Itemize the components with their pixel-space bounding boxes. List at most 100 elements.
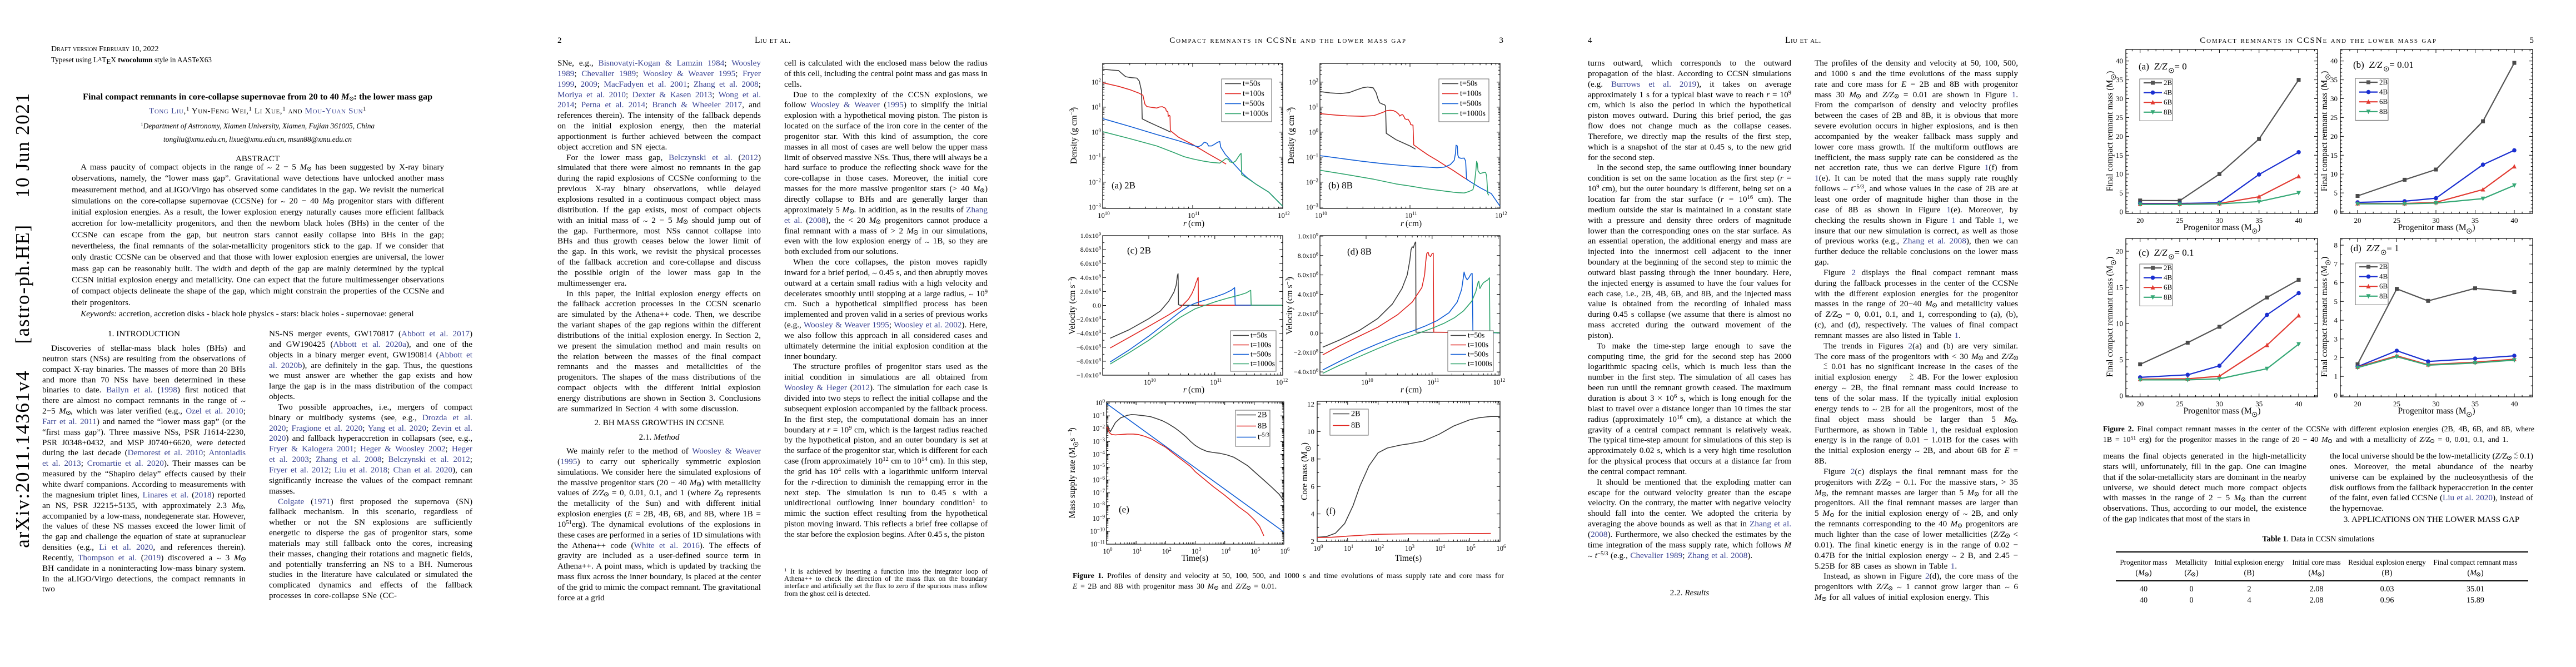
svg-text:10−3: 10−3: [1306, 202, 1319, 211]
svg-text:20: 20: [2354, 216, 2361, 225]
svg-text:8B: 8B: [2379, 292, 2388, 300]
svg-text:t=1000s: t=1000s: [1243, 109, 1268, 118]
svg-text:−2.0x108: −2.0x108: [1077, 315, 1101, 323]
svg-text:−1: −1: [1284, 278, 1291, 285]
svg-text:Progenitor mass (M: Progenitor mass (M: [2398, 223, 2467, 232]
svg-text:10−11: 10−11: [1090, 540, 1105, 549]
svg-text:100: 100: [1092, 127, 1102, 136]
svg-text:Z/Z: Z/Z: [2369, 59, 2383, 70]
svg-text:t=100s: t=100s: [1243, 89, 1264, 98]
svg-text:Z/Z: Z/Z: [2154, 247, 2168, 258]
svg-text:35: 35: [2255, 216, 2263, 225]
svg-text:20: 20: [2136, 400, 2144, 408]
svg-text:= 0: = 0: [2174, 61, 2186, 72]
svg-text:1012: 1012: [1278, 211, 1290, 220]
svg-text:106: 106: [1497, 544, 1507, 552]
svg-text:6.0x108: 6.0x108: [1080, 259, 1101, 268]
svg-text:r: r: [1183, 219, 1187, 228]
svg-text:Z/Z: Z/Z: [2154, 61, 2168, 72]
svg-text:(b) 8B: (b) 8B: [1328, 180, 1353, 191]
svg-text:103: 103: [1405, 544, 1415, 552]
svg-text:Velocity (cm s: Velocity (cm s: [1285, 285, 1294, 335]
svg-text:10−3: 10−3: [1093, 437, 1105, 446]
svg-text:0: 0: [2120, 208, 2124, 216]
svg-text:8: 8: [1311, 455, 1315, 463]
svg-text:10−7: 10−7: [1093, 488, 1105, 497]
svg-text:4.0x108: 4.0x108: [1298, 290, 1318, 298]
svg-text:= 0.1: = 0.1: [2174, 247, 2194, 258]
svg-text:Progenitor mass (M: Progenitor mass (M: [2184, 406, 2252, 416]
svg-text:101: 101: [1133, 546, 1142, 555]
svg-text:10−2: 10−2: [1093, 424, 1105, 433]
svg-text:2B: 2B: [2164, 78, 2173, 87]
svg-text:2B: 2B: [2164, 263, 2173, 272]
svg-text:20: 20: [2136, 216, 2144, 225]
svg-text:2.0x108: 2.0x108: [1080, 287, 1101, 296]
svg-text:1: 1: [2334, 372, 2338, 381]
svg-text:4B: 4B: [2164, 273, 2173, 282]
svg-text:−8.0x108: −8.0x108: [1077, 356, 1101, 365]
svg-text:−1: −1: [1067, 429, 1074, 436]
svg-text:10: 10: [2116, 320, 2123, 328]
svg-text:(c): (c): [2139, 247, 2149, 258]
svg-text:1011: 1011: [1427, 377, 1439, 386]
svg-text:100: 100: [1314, 544, 1324, 552]
svg-text:35: 35: [2116, 76, 2123, 84]
svg-text:40: 40: [2511, 400, 2518, 408]
svg-text:25: 25: [2330, 113, 2338, 122]
svg-text:20: 20: [2116, 247, 2123, 256]
svg-text:1010: 1010: [1098, 211, 1110, 220]
svg-text:1.0x109: 1.0x109: [1080, 231, 1101, 240]
svg-text:104: 104: [1436, 544, 1446, 552]
svg-text:10−8: 10−8: [1093, 501, 1105, 510]
svg-text:40: 40: [2330, 57, 2338, 65]
svg-text:−4.0x108: −4.0x108: [1294, 367, 1318, 376]
svg-text:1011: 1011: [1188, 211, 1199, 220]
svg-text:20: 20: [2330, 132, 2338, 141]
svg-text:0.0: 0.0: [1310, 329, 1318, 337]
svg-text:6B: 6B: [2164, 98, 2173, 106]
svg-text:Final compact remnant mass (M: Final compact remnant mass (M: [2105, 79, 2115, 191]
svg-text:35: 35: [2255, 400, 2263, 408]
svg-text:): ): [1068, 427, 1077, 430]
svg-text:Core mass (M: Core mass (M: [1300, 451, 1309, 500]
svg-text:Final compact remnant mass (M: Final compact remnant mass (M: [2320, 79, 2329, 191]
svg-text:(d): (d): [2350, 243, 2361, 253]
svg-text:t=1000s: t=1000s: [1460, 109, 1486, 118]
svg-text:−1: −1: [1067, 278, 1074, 285]
svg-text:6: 6: [1311, 482, 1315, 491]
svg-text:): ): [1285, 277, 1294, 280]
svg-text:Time(s): Time(s): [1182, 554, 1209, 563]
svg-text:t=50s: t=50s: [1460, 79, 1478, 88]
svg-text:t=1000s: t=1000s: [1250, 360, 1275, 368]
svg-text:25: 25: [2116, 113, 2123, 122]
svg-text:): ): [2472, 406, 2475, 416]
svg-text:(c) 2B: (c) 2B: [1127, 245, 1151, 256]
svg-text:t=50s: t=50s: [1468, 331, 1484, 340]
svg-text:5: 5: [2120, 356, 2124, 364]
svg-text:r: r: [1401, 385, 1404, 395]
svg-text:Mass supply rate (M: Mass supply rate (M: [1068, 447, 1077, 518]
svg-text:25: 25: [2176, 400, 2184, 408]
svg-text:10−1: 10−1: [1306, 152, 1318, 161]
svg-text:Time(s): Time(s): [1395, 554, 1422, 563]
svg-text:30: 30: [2216, 216, 2223, 225]
svg-text:Final compact remnant mass (M: Final compact remnant mass (M: [2105, 265, 2115, 377]
svg-text:10−2: 10−2: [1089, 177, 1101, 186]
svg-text:10−10: 10−10: [1090, 526, 1105, 535]
svg-text:t=500s: t=500s: [1460, 99, 1482, 108]
svg-text:(cm): (cm): [1186, 385, 1204, 395]
svg-text:2.0x108: 2.0x108: [1298, 309, 1318, 318]
svg-text:102: 102: [1374, 544, 1384, 552]
svg-text:Velocity (cm s: Velocity (cm s: [1068, 285, 1077, 335]
svg-text:30: 30: [2216, 400, 2223, 408]
svg-text:10−2: 10−2: [1306, 177, 1318, 186]
svg-text:10: 10: [1307, 427, 1314, 436]
svg-text:1010: 1010: [1315, 211, 1327, 220]
svg-text:6B: 6B: [2379, 97, 2388, 106]
svg-text:4: 4: [2334, 316, 2338, 325]
svg-text:(a): (a): [2139, 61, 2149, 72]
svg-text:12: 12: [1307, 400, 1314, 408]
svg-text:10−5: 10−5: [1093, 462, 1105, 471]
svg-text:(d) 8B: (d) 8B: [1347, 246, 1372, 257]
